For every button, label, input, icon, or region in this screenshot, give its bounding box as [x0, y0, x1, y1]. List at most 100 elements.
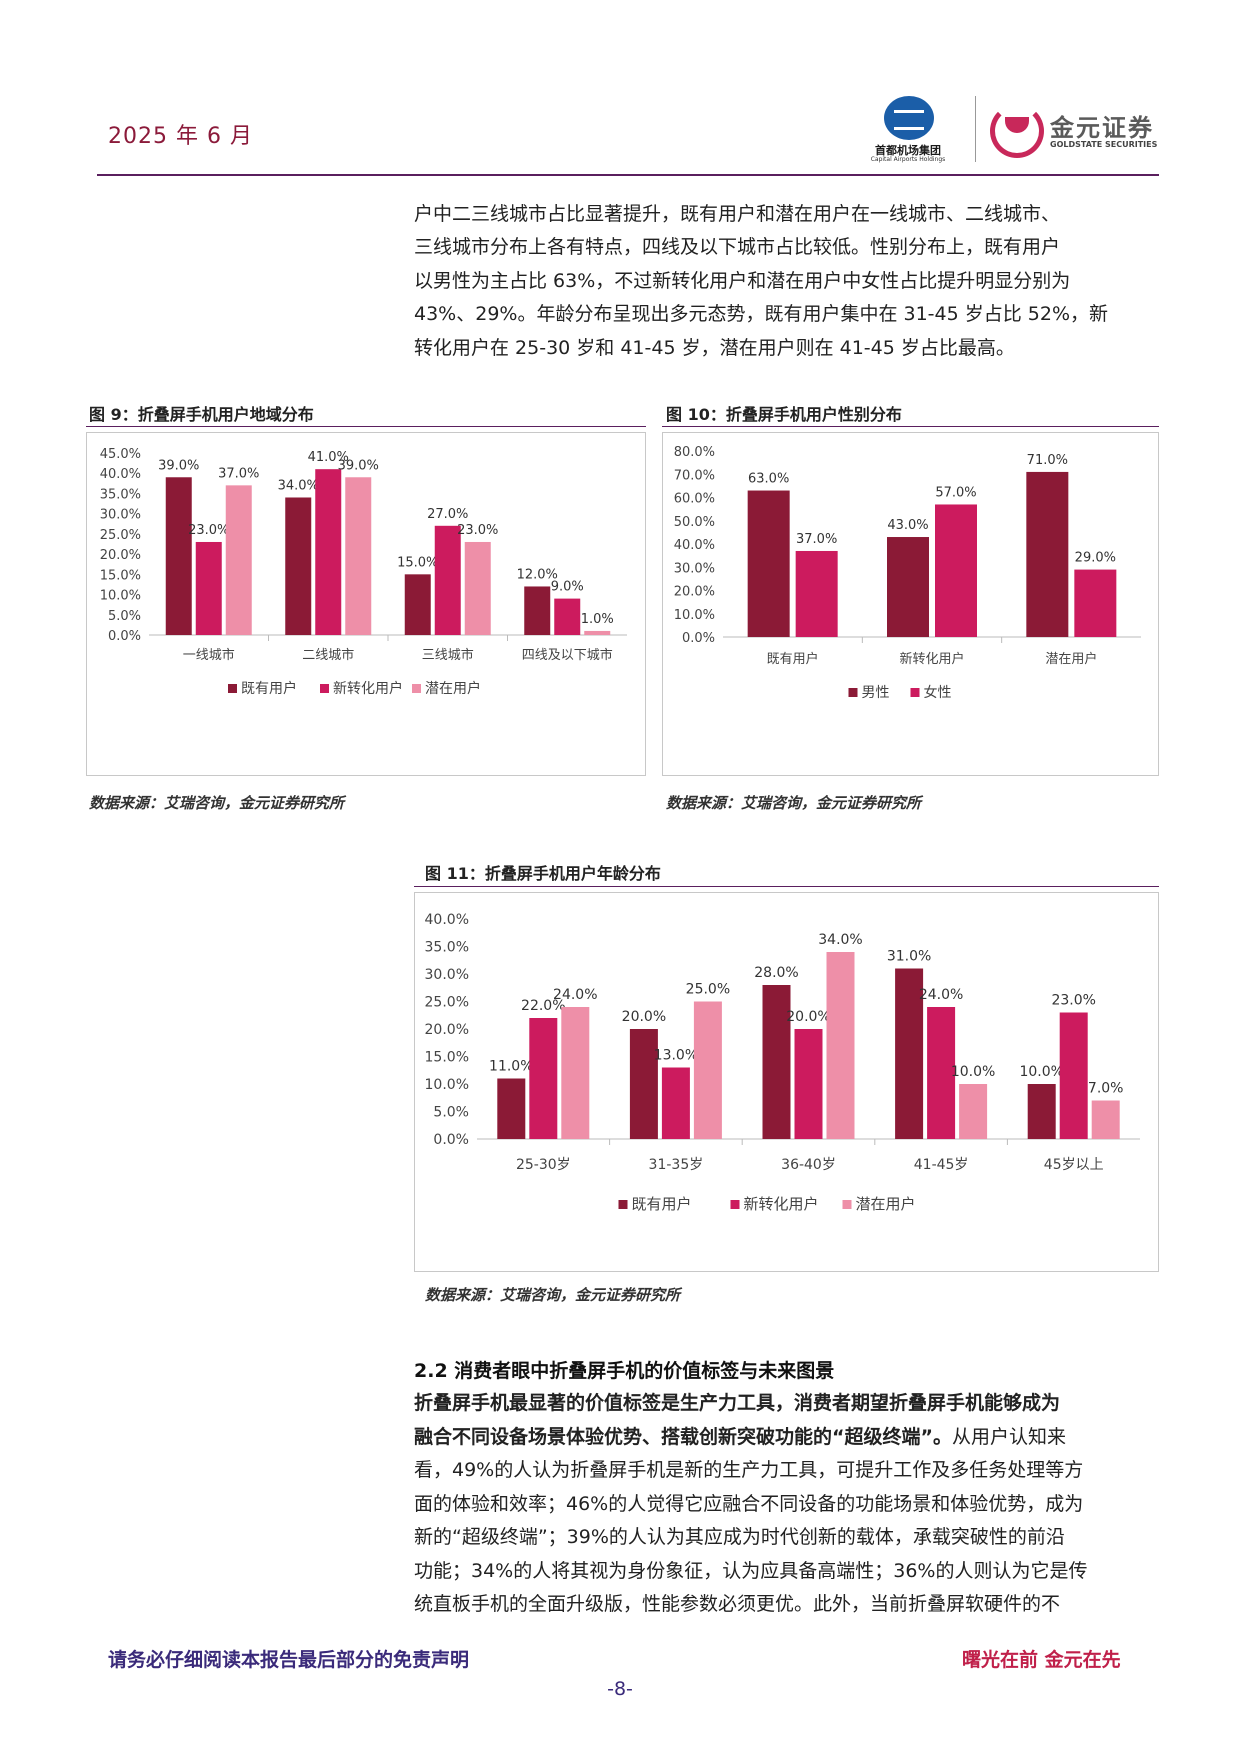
bar	[195, 541, 222, 635]
data-label: 43.0%	[887, 518, 928, 533]
fig10-rule	[662, 426, 1159, 427]
intro-line: 转化用户在 25-30 岁和 41-45 岁，潜在用户则在 41-45 岁占比最…	[414, 336, 1015, 359]
y-tick-label: 20.0%	[425, 1022, 469, 1038]
footer-disclaimer: 请务必仔细阅读本报告最后部分的免责声明	[108, 1649, 470, 1671]
legend-swatch	[228, 684, 237, 693]
data-label: 20.0%	[622, 1009, 666, 1025]
legend-swatch	[618, 1200, 628, 1209]
y-tick-label: 30.0%	[100, 508, 141, 523]
bar	[887, 537, 929, 637]
intro-line: 户中二三线城市占比显著提升，既有用户和潜在用户在一线城市、二线城市、	[414, 203, 1061, 225]
logo1-cn: 首都机场集团	[875, 144, 941, 157]
fig9-frame: 0.0% 5.0% 10.0% 15.0% 20.0% 25.0% 30.0% 35.0% 40…	[86, 432, 646, 776]
data-label: 28.0%	[754, 965, 798, 981]
section-bold-tail: 从用户认知来	[951, 1425, 1066, 1448]
data-label: 39.0%	[338, 458, 379, 473]
y-tick-label: 10.0%	[425, 1077, 469, 1093]
y-tick-label: 30.0%	[425, 967, 469, 983]
data-label: 39.0%	[158, 458, 199, 473]
legend-label: 女性	[924, 684, 952, 701]
fig9-title: 图 9：折叠屏手机用户地域分布	[89, 405, 314, 424]
fig11-title: 图 11：折叠屏手机用户年龄分布	[425, 864, 661, 883]
category-label: 31-35岁	[649, 1157, 704, 1173]
bar	[693, 1001, 722, 1139]
data-label: 34.0%	[818, 932, 862, 948]
fig11-frame: 0.0% 5.0% 10.0% 15.0% 20.0% 25.0% 30.0% 35.0% 40…	[414, 892, 1159, 1272]
category-label: 一线城市	[183, 647, 235, 663]
data-label: 22.0%	[521, 998, 565, 1014]
category-label: 既有用户	[767, 651, 819, 667]
bar	[826, 952, 855, 1139]
category-label: 四线及以下城市	[522, 647, 613, 663]
bar	[629, 1029, 658, 1139]
bar	[225, 485, 252, 635]
data-label: 15.0%	[397, 555, 438, 570]
y-tick-label: 10.0%	[100, 589, 141, 604]
y-tick-label: 20.0%	[674, 585, 715, 600]
data-label: 57.0%	[935, 485, 976, 500]
bar	[661, 1067, 690, 1139]
fig9-source: 数据来源：艾瑞咨询，金元证券研究所	[89, 794, 345, 812]
bar	[315, 469, 342, 635]
data-label: 1.0%	[581, 612, 614, 627]
y-tick-label: 0.0%	[682, 631, 715, 646]
data-label: 23.0%	[457, 523, 498, 538]
legend-swatch	[730, 1200, 740, 1209]
y-tick-label: 20.0%	[100, 548, 141, 563]
bar	[895, 968, 924, 1139]
data-label: 25.0%	[686, 982, 730, 998]
data-label: 37.0%	[218, 466, 259, 481]
data-label: 63.0%	[748, 472, 789, 487]
fig10-frame: 0.0% 10.0% 20.0% 30.0% 40.0% 50.0% 60.0% 70.0% 8…	[662, 432, 1159, 776]
data-label: 24.0%	[919, 987, 963, 1003]
page-number: -8-	[607, 1678, 633, 1700]
logo-divider	[975, 96, 976, 162]
y-tick-label: 25.0%	[425, 995, 469, 1011]
y-tick-label: 45.0%	[100, 447, 141, 462]
bar	[1074, 569, 1117, 637]
section-line: 统直板手机的全面升级版，性能参数必须更优。此外，当前折叠屏软硬件的不	[414, 1593, 1061, 1615]
category-label: 二线城市	[302, 647, 354, 663]
logo2-cn: 金元证券	[1050, 114, 1154, 142]
fig11-rule	[414, 886, 1159, 887]
bar	[554, 598, 581, 635]
legend-swatch	[320, 684, 329, 693]
category-label: 三线城市	[422, 647, 474, 663]
logo1-en: Capital Airports Holdings	[870, 156, 946, 163]
data-label: 11.0%	[489, 1059, 533, 1075]
fig11-source: 数据来源：艾瑞咨询，金元证券研究所	[425, 1286, 681, 1304]
data-label: 23.0%	[1051, 993, 1095, 1009]
bar	[1027, 1084, 1056, 1139]
y-tick-label: 40.0%	[674, 538, 715, 553]
y-tick-label: 40.0%	[100, 467, 141, 482]
category-label: 潜在用户	[1045, 651, 1097, 667]
data-label: 12.0%	[517, 567, 558, 582]
legend-swatch	[842, 1200, 852, 1209]
section-bold-line: 折叠屏手机最显著的价值标签是生产力工具，消费者期望折叠屏手机能够成为	[414, 1392, 1061, 1414]
y-tick-label: 30.0%	[674, 561, 715, 576]
category-label: 45岁以上	[1044, 1157, 1104, 1173]
fig10-title: 图 10：折叠屏手机用户性别分布	[666, 405, 902, 424]
category-label: 41-45岁	[914, 1157, 969, 1173]
y-tick-label: 0.0%	[108, 629, 141, 644]
intro-line: 以男性为主占比 63%，不过新转化用户和潜在用户中女性占比提升明显分别为	[414, 269, 1071, 292]
bar	[935, 504, 977, 637]
header-rule	[97, 174, 1159, 176]
y-tick-label: 80.0%	[674, 445, 715, 460]
bar	[959, 1084, 988, 1139]
fig11-chart: 0.0% 5.0% 10.0% 15.0% 20.0% 25.0% 30.0% 35.0% 40…	[425, 912, 1140, 1213]
section-bold-line: 融合不同设备场景体验优势、搭载创新突破功能的“超级终端”。	[414, 1425, 952, 1448]
bar	[584, 630, 611, 635]
section-heading: 2.2 消费者眼中折叠屏手机的价值标签与未来图景	[414, 1360, 835, 1382]
data-label: 31.0%	[887, 949, 931, 965]
capital-airports-logo: 首都机场集团 Capital Airports Holdings	[858, 96, 953, 166]
data-label: 7.0%	[1088, 1081, 1124, 1097]
bar	[285, 497, 312, 635]
goldstate-logo-icon	[990, 104, 1044, 158]
category-label: 新转化用户	[899, 651, 964, 667]
data-label: 29.0%	[1075, 551, 1116, 566]
bar	[795, 550, 838, 637]
legend-label: 潜在用户	[856, 1195, 916, 1213]
section-body: 折叠屏手机最显著的价值标签是生产力工具，消费者期望折叠屏手机能够成为 融合不同设…	[414, 1387, 1159, 1622]
section-line: 看，49%的人认为折叠屏手机是新的生产力工具，可提升工作及多任务处理等方	[414, 1459, 1084, 1481]
